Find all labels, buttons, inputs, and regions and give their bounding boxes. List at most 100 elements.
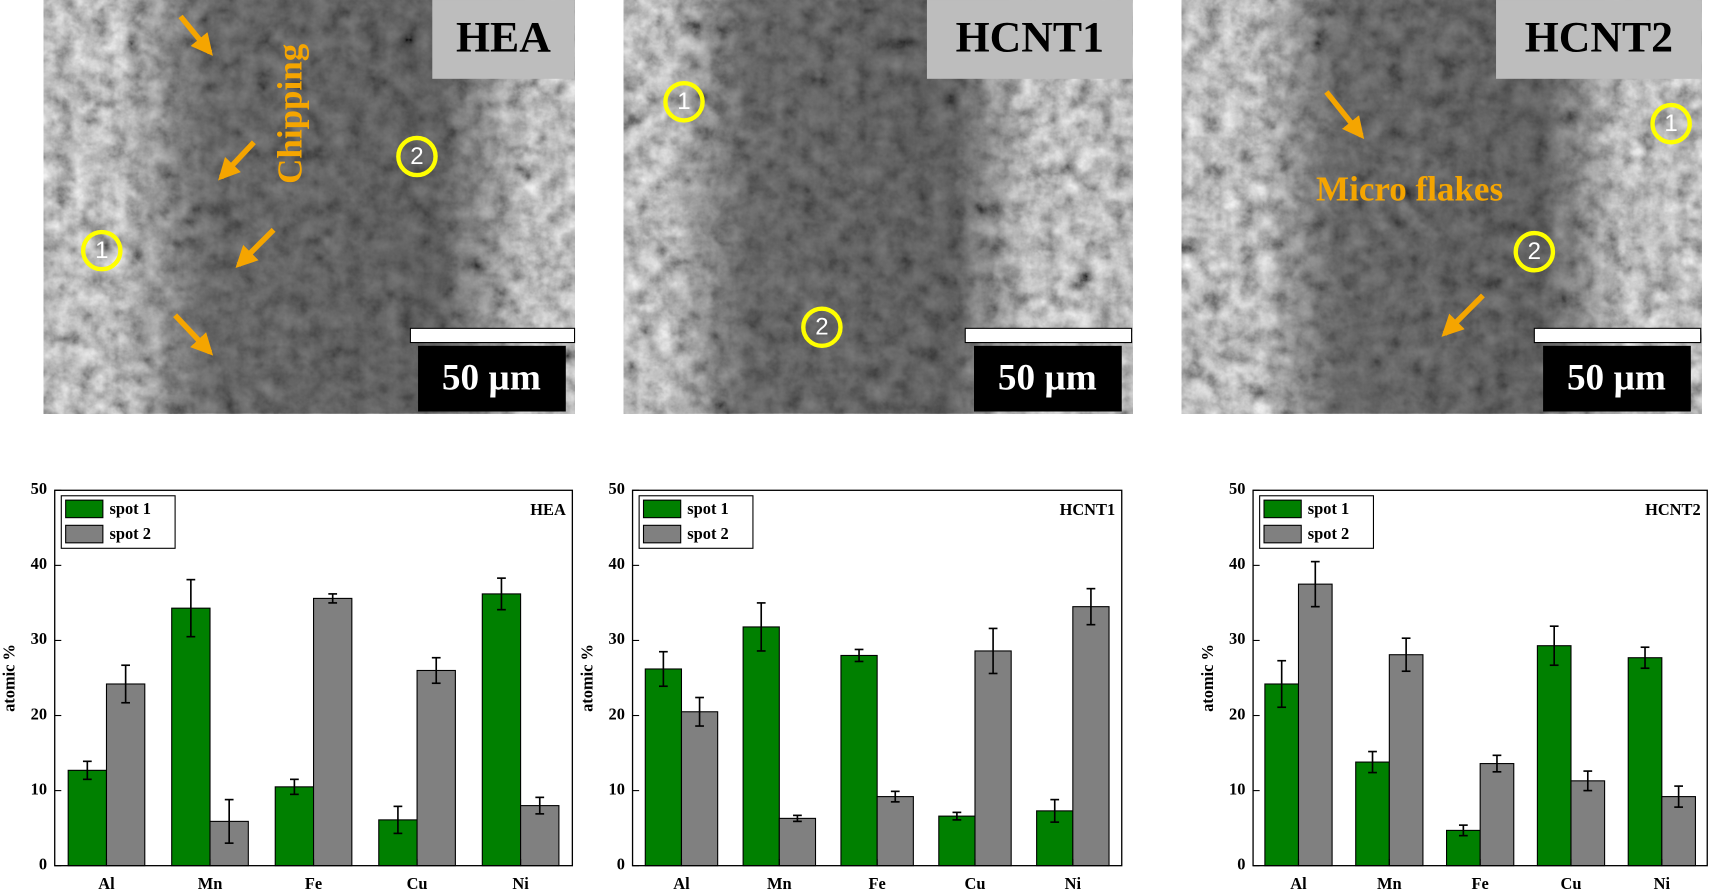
y-tick-label: 40 xyxy=(1229,554,1245,573)
bar xyxy=(1570,780,1606,867)
legend-label: spot 1 xyxy=(687,499,728,518)
y-tick-label: 40 xyxy=(31,554,47,573)
error-bar xyxy=(1549,625,1559,667)
error-bar xyxy=(1640,646,1650,670)
chart: Al Mn Fe Cu Ni 0 10 20 30 40 50 atomic % HCNT2 spot 1… xyxy=(1198,479,1708,893)
error-bar xyxy=(1277,659,1287,709)
x-tick-label: Fe xyxy=(305,874,322,893)
error-bar xyxy=(224,798,234,844)
scale-label: 50 µm xyxy=(442,357,541,398)
bar xyxy=(520,805,560,867)
error-bar xyxy=(695,696,704,727)
legend-swatch xyxy=(642,499,682,519)
legend-label: spot 2 xyxy=(109,524,150,543)
y-tick-label: 40 xyxy=(608,554,624,573)
error-bar xyxy=(393,805,403,835)
plot-frame xyxy=(631,489,1123,867)
x-tick-label: Cu xyxy=(1561,874,1582,893)
x-tick-label: Cu xyxy=(407,874,428,893)
x-tick-label: Fe xyxy=(868,874,885,893)
error-bar xyxy=(756,602,766,652)
legend-swatch xyxy=(642,524,682,544)
spot-circle xyxy=(80,229,123,272)
error-bar xyxy=(890,790,900,803)
legend-swatch xyxy=(1263,499,1302,519)
plot-frame xyxy=(54,489,574,867)
legend: spot 1 spot 2 xyxy=(60,495,176,549)
micrograph: HCNT2 50 µm Micro flakes 1 2 xyxy=(1181,0,1702,414)
x-tick-label: Mn xyxy=(767,874,792,893)
y-tick-label: 30 xyxy=(1229,629,1245,648)
spot-circle xyxy=(1513,230,1556,273)
spot-number: 1 xyxy=(677,88,690,115)
arrows xyxy=(1324,90,1485,337)
bar xyxy=(778,817,817,867)
legend-swatch xyxy=(65,524,104,544)
micrograph-label: HCNT2 xyxy=(1525,14,1673,62)
error-bar xyxy=(658,650,668,688)
y-axis-label: atomic % xyxy=(578,644,597,712)
y-tick-label: 20 xyxy=(31,704,47,723)
bar xyxy=(1297,583,1333,867)
bar xyxy=(1388,654,1424,867)
bar xyxy=(1627,657,1663,867)
scale-box xyxy=(1543,345,1691,412)
bar xyxy=(680,711,719,867)
error-bar xyxy=(328,593,338,604)
chart-title: HCNT1 xyxy=(1060,500,1116,519)
bar xyxy=(938,815,976,867)
x-tick-label: Al xyxy=(98,874,115,893)
error-bar xyxy=(1401,637,1411,673)
legend-swatch xyxy=(1263,524,1302,544)
y-tick-label: 10 xyxy=(608,779,624,798)
bar xyxy=(1264,683,1300,867)
legend-label: spot 1 xyxy=(1308,499,1349,518)
legend-swatch xyxy=(65,499,104,519)
bar xyxy=(481,593,522,867)
scale-box xyxy=(418,345,566,412)
label-box xyxy=(432,0,575,79)
micrograph: HEA 50 µm Chipping 1 2 xyxy=(43,0,576,414)
error-bar xyxy=(121,664,131,704)
plot-frame xyxy=(1252,489,1708,867)
error-bar xyxy=(952,811,962,821)
legend: spot 1 spot 2 xyxy=(1259,495,1375,549)
x-tick-label: Ni xyxy=(512,874,529,893)
bar xyxy=(1072,606,1110,867)
legend-label: spot 2 xyxy=(1308,524,1349,543)
y-tick-label: 20 xyxy=(608,704,624,723)
x-tick-label: Ni xyxy=(1065,874,1082,893)
y-axis-label: atomic % xyxy=(1198,644,1217,712)
scale-bar xyxy=(1533,327,1702,344)
error-bar xyxy=(82,760,92,781)
annotation: Micro flakes xyxy=(1316,170,1503,209)
spot-number: 2 xyxy=(410,143,423,170)
bar xyxy=(840,654,878,867)
bar xyxy=(312,597,353,867)
bar xyxy=(974,650,1012,867)
error-bar xyxy=(1310,560,1320,608)
scale-bar xyxy=(409,327,576,344)
spot-number: 2 xyxy=(815,314,828,341)
label-box xyxy=(926,0,1133,79)
y-tick-label: 50 xyxy=(31,479,47,498)
y-axis-label: atomic % xyxy=(0,644,19,712)
micrograph-label: HEA xyxy=(456,14,551,62)
bar xyxy=(171,607,211,867)
bar xyxy=(416,669,456,867)
bar xyxy=(1355,761,1390,867)
chart: Al Mn Fe Cu Ni 0 10 20 30 40 50 atomic % HCNT1 spot 1… xyxy=(578,479,1123,893)
micrograph-label: HCNT1 xyxy=(956,14,1104,62)
y-tick-label: 30 xyxy=(608,629,624,648)
x-tick-label: Mn xyxy=(198,874,223,893)
error-bar xyxy=(793,814,802,823)
bar xyxy=(105,683,146,867)
annotation: Chipping xyxy=(270,43,309,184)
spot-number: 1 xyxy=(95,237,108,264)
y-tick-label: 10 xyxy=(31,779,47,798)
spot-number: 2 xyxy=(1528,238,1541,265)
legend-label: spot 1 xyxy=(109,499,150,518)
error-bar xyxy=(1086,587,1096,626)
